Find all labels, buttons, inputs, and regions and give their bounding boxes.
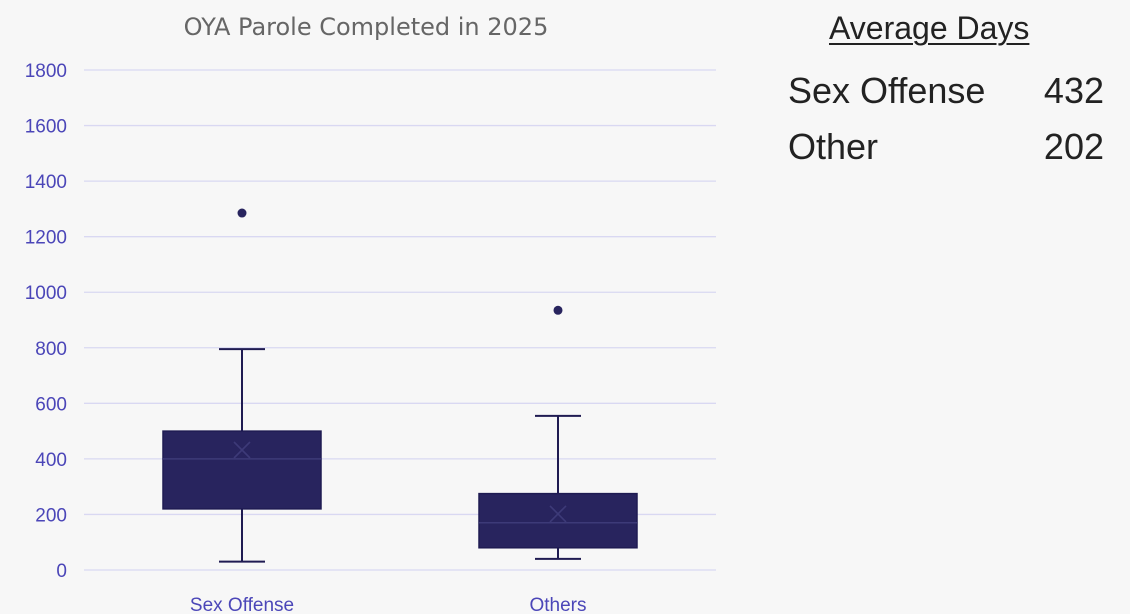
average-days-title: Average Days: [829, 10, 1030, 46]
y-tick-label: 400: [35, 450, 67, 471]
box-series: [162, 208, 638, 563]
y-tick-label: 1200: [25, 228, 67, 249]
y-tick-label: 1600: [25, 117, 67, 138]
y-tick-label: 800: [35, 339, 67, 360]
x-axis-category-labels: Sex Offense Others: [190, 595, 587, 614]
y-tick-label: 1000: [25, 283, 67, 304]
average-row-sex-offense: Sex Offense 432: [788, 70, 1104, 114]
y-axis-tick-labels: 0 200 400 600 800 1000 1200 1400 1600 1800: [25, 61, 67, 582]
iqr-box: [162, 430, 322, 510]
average-row-value: 202: [1043, 126, 1104, 167]
box-plot-others: [478, 305, 638, 560]
box-plot-chart: OYA Parole Completed in 2025 0 200 400 600 8…: [25, 13, 716, 614]
average-row-value: 432: [1043, 70, 1104, 111]
x-category-label: Others: [529, 595, 586, 614]
y-tick-label: 0: [56, 561, 67, 582]
outlier-point: [237, 208, 247, 218]
chart-title: OYA Parole Completed in 2025: [184, 13, 549, 41]
y-tick-label: 600: [35, 394, 67, 415]
average-row-other: Other 202: [788, 126, 1104, 170]
y-tick-label: 1400: [25, 172, 67, 193]
x-category-label: Sex Offense: [190, 595, 294, 614]
average-row-label: Other: [788, 126, 879, 167]
y-tick-label: 1800: [25, 61, 67, 82]
iqr-box: [478, 492, 638, 549]
box-plot-sex-offense: [162, 208, 322, 563]
mean-marker: [549, 505, 567, 523]
mean-marker: [233, 441, 251, 459]
average-row-label: Sex Offense: [788, 70, 986, 111]
outlier-point: [553, 305, 563, 315]
y-tick-label: 200: [35, 505, 67, 526]
